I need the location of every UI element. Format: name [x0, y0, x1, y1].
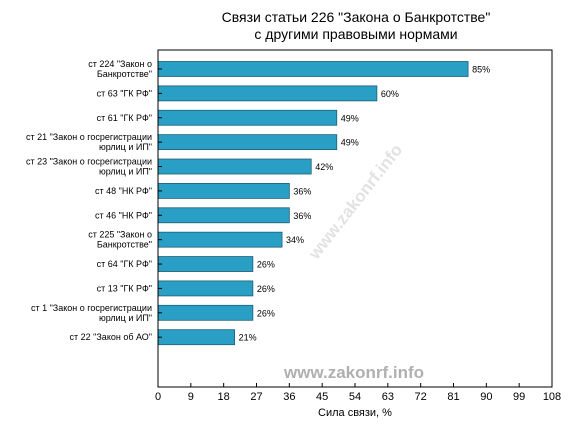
- plot-frame: [157, 49, 553, 388]
- category-label: ст 23 "Закон о госрегистрации юрлиц и ИП": [26, 157, 152, 177]
- x-tick-label: 45: [316, 391, 328, 403]
- category-label: ст 46 "НК РФ": [95, 210, 152, 220]
- x-tick-label: 63: [382, 391, 394, 403]
- diagonal-watermark: www.zakonrf.info: [304, 141, 406, 264]
- bar: [157, 182, 290, 199]
- data-label: 49%: [341, 113, 359, 123]
- bar: [157, 329, 236, 346]
- data-label: 26%: [257, 284, 275, 294]
- bar: [157, 280, 254, 297]
- bar: [157, 85, 378, 102]
- category-label: ст 1 "Закон о госрегистрации юрлиц и ИП": [31, 303, 152, 323]
- data-label: 36%: [293, 211, 311, 221]
- data-label: 60%: [381, 89, 399, 99]
- data-label: 21%: [239, 333, 257, 343]
- x-tick-label: 99: [513, 391, 525, 403]
- x-tick-label: 27: [250, 391, 262, 403]
- bar: [157, 61, 469, 77]
- data-label: 36%: [293, 186, 311, 196]
- category-label: ст 64 "ГК РФ": [97, 259, 152, 269]
- data-label: 26%: [257, 260, 275, 270]
- category-label: ст 48 "НК РФ": [95, 186, 152, 196]
- category-label: ст 13 "ГК РФ": [97, 283, 152, 293]
- category-label: ст 61 "ГК РФ": [97, 113, 152, 123]
- bar: [157, 256, 254, 272]
- category-label: ст 63 "ГК РФ": [97, 88, 152, 98]
- x-tick-label: 18: [218, 391, 230, 403]
- x-tick-label: 9: [188, 391, 194, 403]
- x-axis-title: Сила связи, %: [318, 407, 392, 419]
- bar: [157, 304, 254, 321]
- x-tick-label: 54: [349, 391, 361, 403]
- x-tick-label: 108: [543, 391, 561, 403]
- data-label: 85%: [472, 65, 490, 75]
- data-label: 26%: [257, 308, 275, 318]
- category-label: ст 22 "Закон об АО": [70, 332, 152, 342]
- bar: [157, 158, 312, 175]
- x-tick-label: 0: [155, 391, 161, 403]
- x-tick-label: 36: [283, 391, 295, 403]
- category-label: ст 224 "Закон о Банкротстве": [88, 59, 152, 79]
- x-tick-label: 81: [447, 391, 459, 403]
- x-tick-label: 72: [415, 391, 427, 403]
- chart-title-line-1: Связи статьи 226 "Закона о Банкротстве": [222, 9, 491, 25]
- data-label: 34%: [286, 235, 304, 245]
- data-label: 42%: [315, 162, 333, 172]
- category-label: ст 21 "Закон о госрегистрации юрлиц и ИП": [26, 132, 152, 152]
- bar: [157, 231, 283, 248]
- bar: [157, 134, 338, 151]
- chart-marks: ст 224 "Закон о Банкротстве" 85% ст 63 "ГК …: [26, 59, 561, 403]
- bar: [157, 207, 290, 224]
- watermark: www.zakonrf.info: [283, 363, 424, 382]
- category-label: ст 225 "Закон о Банкротстве": [88, 230, 152, 250]
- chart-title-line-2: с другими правовыми нормами: [254, 26, 457, 42]
- data-label: 49%: [341, 138, 359, 148]
- x-tick-label: 90: [480, 391, 492, 403]
- bar: [157, 109, 338, 126]
